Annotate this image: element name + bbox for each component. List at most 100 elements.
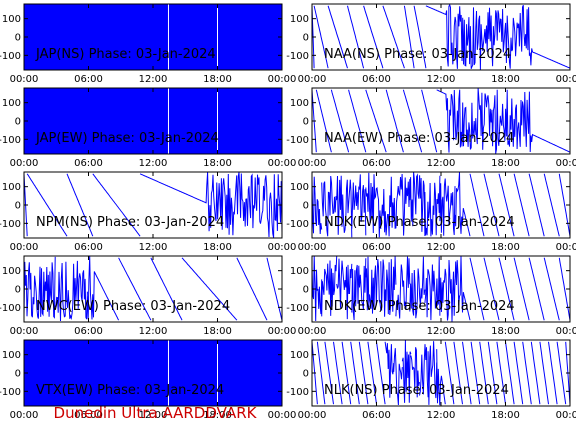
trace-fill [24, 88, 282, 154]
x-tick-label: 00:00 [10, 158, 39, 169]
x-tick-label: 00:00 [556, 326, 576, 337]
x-tick-label: 12:00 [427, 74, 456, 85]
x-tick-label: 06:00 [362, 74, 391, 85]
y-tick-label: 0 [15, 369, 21, 380]
x-tick-label: 00:00 [268, 158, 297, 169]
y-tick-label: 100 [290, 98, 309, 109]
x-tick-label: 00:00 [10, 326, 39, 337]
y-tick-label: 100 [290, 14, 309, 25]
y-tick-label: -100 [286, 219, 309, 230]
panel-7: 100 0 -100 00:00 06:00 12:00 18:00 00:00 NDK(EW)… [286, 255, 576, 337]
y-tick-label: -100 [0, 135, 21, 146]
panel-2: 100 0 -100 00:00 06:00 12:00 18:00 00:00 JAP(EW)… [0, 87, 297, 169]
y-tick-label: 100 [290, 266, 309, 277]
y-tick-label: 0 [303, 117, 309, 128]
trace-5 [312, 172, 570, 238]
trace-0 [24, 4, 282, 70]
panel-title: NPM(NS) Phase: 03-Jan-2024 [36, 215, 224, 230]
y-tick-label: -100 [0, 303, 21, 314]
x-tick-label: 12:00 [139, 242, 168, 253]
x-tick-label: 18:00 [203, 326, 232, 337]
y-tick-label: 100 [2, 98, 21, 109]
x-tick-label: 06:00 [74, 242, 103, 253]
x-tick-label: 00:00 [268, 242, 297, 253]
y-tick-label: 100 [290, 182, 309, 193]
x-tick-label: 18:00 [203, 410, 232, 421]
x-tick-label: 06:00 [362, 242, 391, 253]
y-tick-label: -100 [286, 135, 309, 146]
x-tick-label: 06:00 [362, 326, 391, 337]
y-tick-label: 0 [303, 285, 309, 296]
footer-label: Dunedin Ultra AARDDVARK [53, 404, 257, 422]
panel-title: JAP(EW) Phase: 03-Jan-2024 [35, 131, 219, 146]
y-tick-label: 0 [15, 201, 21, 212]
x-tick-label: 18:00 [491, 242, 520, 253]
x-tick-label: 00:00 [298, 410, 327, 421]
x-tick-label: 18:00 [491, 158, 520, 169]
x-tick-label: 12:00 [139, 74, 168, 85]
y-tick-label: -100 [286, 51, 309, 62]
panel-5: 100 0 -100 00:00 06:00 12:00 18:00 00:00 NDK(EW)… [286, 171, 576, 253]
x-tick-label: 00:00 [10, 74, 39, 85]
trace-fill [24, 4, 282, 70]
y-tick-label: -100 [0, 387, 21, 398]
x-tick-label: 06:00 [74, 74, 103, 85]
x-tick-label: 12:00 [139, 326, 168, 337]
y-tick-label: 0 [303, 201, 309, 212]
x-tick-label: 00:00 [556, 410, 576, 421]
y-tick-label: 100 [2, 266, 21, 277]
x-tick-label: 00:00 [298, 326, 327, 337]
x-tick-label: 00:00 [556, 74, 576, 85]
y-tick-label: 0 [15, 33, 21, 44]
x-tick-label: 12:00 [427, 158, 456, 169]
panel-6: 100 0 -100 00:00 06:00 12:00 18:00 00:00 NWC(EW)… [0, 255, 297, 337]
panel-title: NDK(EW) Phase: 03-Jan-2024 [324, 215, 515, 230]
y-tick-label: 100 [2, 182, 21, 193]
panel-3: 100 0 -100 00:00 06:00 12:00 18:00 00:00 NAA(EW)… [286, 87, 576, 169]
y-tick-label: -100 [0, 219, 21, 230]
x-tick-label: 00:00 [268, 326, 297, 337]
panel-title: NAA(EW) Phase: 03-Jan-2024 [324, 131, 514, 146]
y-tick-label: 100 [2, 350, 21, 361]
y-tick-label: 0 [303, 33, 309, 44]
x-tick-label: 00:00 [10, 410, 39, 421]
x-tick-label: 12:00 [139, 158, 168, 169]
x-tick-label: 00:00 [268, 410, 297, 421]
panel-title: NLK(NS) Phase: 03-Jan-2024 [324, 383, 509, 398]
x-tick-label: 18:00 [203, 242, 232, 253]
trace-2 [24, 88, 282, 154]
trace-line [24, 256, 282, 322]
x-tick-label: 18:00 [203, 158, 232, 169]
x-tick-label: 12:00 [139, 410, 168, 421]
y-tick-label: 0 [15, 117, 21, 128]
x-tick-label: 18:00 [491, 74, 520, 85]
panel-4: 100 0 -100 00:00 06:00 12:00 18:00 00:00 NPM(NS)… [0, 171, 297, 253]
trace-fill [24, 340, 282, 406]
x-tick-label: 00:00 [10, 242, 39, 253]
x-tick-label: 18:00 [203, 74, 232, 85]
x-tick-label: 06:00 [362, 158, 391, 169]
panel-9: 100 0 -100 00:00 06:00 12:00 18:00 00:00 NLK(NS)… [286, 339, 576, 421]
x-tick-label: 06:00 [74, 158, 103, 169]
y-tick-label: 100 [290, 350, 309, 361]
panel-title: VTX(EW) Phase: 03-Jan-2024 [36, 383, 224, 398]
panel-title: NAA(NS) Phase: 03-Jan-2024 [324, 47, 511, 62]
x-tick-label: 00:00 [298, 242, 327, 253]
x-tick-label: 18:00 [491, 326, 520, 337]
y-tick-label: 100 [2, 14, 21, 25]
x-tick-label: 00:00 [268, 74, 297, 85]
x-tick-label: 00:00 [556, 242, 576, 253]
x-tick-label: 18:00 [491, 410, 520, 421]
x-tick-label: 00:00 [298, 158, 327, 169]
trace-6 [24, 256, 282, 322]
x-tick-label: 06:00 [362, 410, 391, 421]
y-tick-label: 0 [15, 285, 21, 296]
trace-line [312, 256, 570, 322]
trace-line [312, 172, 570, 238]
y-tick-label: 0 [303, 369, 309, 380]
y-tick-label: -100 [286, 303, 309, 314]
panel-8: 100 0 -100 00:00 06:00 12:00 18:00 00:00 VTX(EW)… [0, 339, 297, 421]
x-tick-label: 06:00 [74, 326, 103, 337]
x-tick-label: 00:00 [556, 158, 576, 169]
